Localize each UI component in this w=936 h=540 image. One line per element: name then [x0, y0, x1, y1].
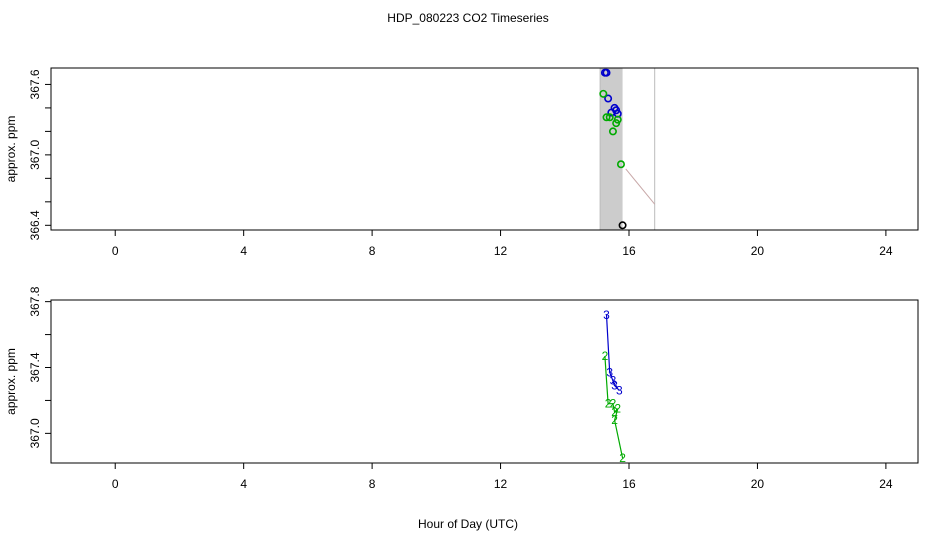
x-axis-label: Hour of Day (UTC) — [418, 517, 518, 531]
y-tick-label: 366.4 — [28, 210, 42, 240]
data-point-label: 2 — [614, 402, 621, 416]
x-tick-label: 16 — [622, 244, 636, 258]
y-axis-label: approx. ppm — [4, 348, 18, 415]
data-point-label: 2 — [611, 405, 618, 419]
data-point-label: 3 — [611, 379, 618, 393]
plot-frame — [50, 67, 919, 231]
data-point-label: 2 — [610, 397, 617, 411]
data-point — [616, 160, 625, 169]
data-point — [613, 115, 622, 124]
data-point-label: 3 — [616, 384, 623, 398]
series-line — [604, 355, 624, 459]
data-point-label: 3 — [610, 374, 617, 388]
x-tick-label: 16 — [622, 477, 636, 491]
data-point-label: 2 — [605, 397, 612, 411]
plot-frame — [50, 299, 919, 464]
shaded-region — [600, 68, 623, 230]
x-tick-label: 20 — [751, 244, 765, 258]
x-tick-label: 12 — [494, 244, 508, 258]
x-tick-label: 12 — [494, 477, 508, 491]
data-point-label: 2 — [619, 451, 626, 465]
x-tick-label: 20 — [751, 477, 765, 491]
data-point-label: 2 — [602, 349, 609, 363]
series-line — [605, 314, 620, 392]
data-point — [599, 89, 608, 98]
x-tick-label: 8 — [369, 244, 376, 258]
data-point — [602, 68, 611, 77]
x-tick-label: 24 — [879, 477, 893, 491]
y-axis-label: approx. ppm — [4, 116, 18, 183]
x-tick-label: 0 — [112, 477, 119, 491]
x-tick-label: 4 — [240, 477, 247, 491]
top-panel: 0 4 8 12 16 20 24 367.6 367.0 366.4 approx. ppm — [4, 67, 919, 258]
data-point-label: 2 — [611, 413, 618, 427]
data-point-label: 3 — [606, 365, 613, 379]
y-tick-label: 367.6 — [28, 69, 42, 99]
y-tick-label: 367.0 — [28, 418, 42, 448]
x-tick-label: 8 — [369, 477, 376, 491]
trend-line — [625, 168, 656, 205]
data-point — [602, 113, 611, 122]
y-tick-label: 367.4 — [28, 352, 42, 382]
x-tick-label: 0 — [112, 244, 119, 258]
data-point-label: 3 — [603, 308, 610, 322]
data-point — [604, 94, 613, 103]
data-point — [605, 113, 614, 122]
x-tick-label: 4 — [240, 244, 247, 258]
data-point — [618, 221, 627, 230]
y-tick-label: 367.0 — [28, 140, 42, 170]
data-point — [608, 127, 617, 136]
figure-title: HDP_080223 CO2 Timeseries — [387, 11, 548, 25]
x-tick-label: 24 — [879, 244, 893, 258]
y-tick-label: 367.8 — [28, 286, 42, 316]
